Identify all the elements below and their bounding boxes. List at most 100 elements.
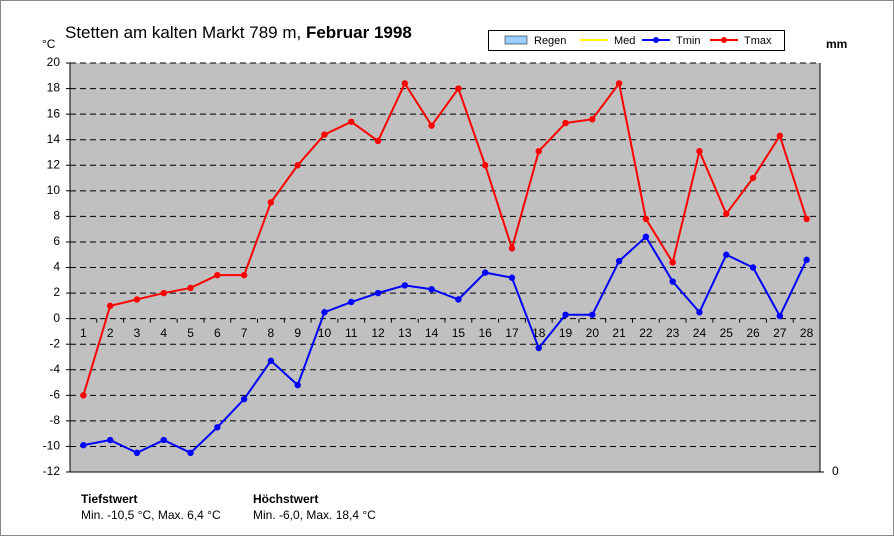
y-tick-label: 20 [47, 55, 61, 69]
x-tick-label: 12 [371, 326, 385, 340]
y-tick-label: 2 [53, 285, 60, 299]
x-tick-label: 23 [666, 326, 680, 340]
x-tick-label: 13 [398, 326, 412, 340]
legend-label: Regen [534, 35, 566, 47]
data-point [294, 162, 301, 169]
y-tick-label: 4 [53, 260, 60, 274]
title-bold: Februar 1998 [306, 23, 412, 42]
y-axis-label: °C [42, 37, 56, 51]
x-tick-label: 28 [800, 326, 814, 340]
data-point [615, 257, 623, 265]
x-tick-label: 25 [720, 326, 734, 340]
y-tick-label: 0 [53, 311, 60, 325]
data-point [749, 174, 757, 182]
y-tick-label: -6 [49, 387, 60, 401]
x-tick-label: 15 [452, 326, 466, 340]
x-tick-label: 9 [294, 326, 301, 340]
legend-label: Med [614, 35, 635, 47]
x-tick-label: 17 [505, 326, 519, 340]
x-tick-label: 16 [478, 326, 492, 340]
x-tick-label: 26 [746, 326, 760, 340]
data-point [80, 441, 87, 449]
x-tick-label: 21 [612, 326, 626, 340]
data-point [80, 392, 87, 399]
data-point [562, 311, 569, 318]
data-point [803, 215, 810, 223]
y-tick-label: -12 [43, 464, 61, 478]
data-point [723, 251, 730, 258]
y-tick-label: -8 [49, 413, 60, 427]
data-point [669, 278, 676, 285]
data-point [535, 147, 542, 155]
data-point [642, 215, 650, 223]
data-point [428, 286, 435, 293]
data-point [267, 357, 275, 365]
annotation-text: Min. -10,5 °C, Max. 6,4 °C [81, 508, 221, 522]
data-point [455, 85, 462, 92]
data-point [562, 119, 569, 127]
data-point [240, 395, 248, 403]
legend-marker [721, 37, 727, 43]
data-point [669, 259, 676, 266]
x-tick-label: 2 [107, 326, 114, 340]
data-point [187, 284, 194, 292]
x-tick-label: 20 [586, 326, 600, 340]
data-point [481, 162, 489, 169]
data-point [374, 137, 382, 145]
data-point [696, 309, 703, 316]
y-tick-label: -10 [43, 439, 61, 453]
x-tick-label: 22 [639, 326, 653, 340]
y-tick-label: 8 [53, 209, 60, 223]
data-point [321, 309, 328, 316]
y-tick-label: 6 [53, 234, 60, 248]
data-point [106, 302, 114, 310]
data-point [696, 147, 703, 155]
data-point [749, 264, 757, 271]
data-point [401, 80, 409, 87]
x-tick-label: 10 [318, 326, 332, 340]
data-point [589, 116, 596, 123]
x-tick-label: 6 [214, 326, 221, 340]
data-point [267, 199, 275, 206]
x-tick-label: 11 [345, 326, 358, 340]
series-line [83, 235, 808, 455]
data-point [428, 122, 435, 129]
data-point [508, 245, 516, 252]
data-point [535, 344, 542, 352]
data-point [133, 449, 141, 457]
legend-swatch [504, 35, 528, 45]
series-line [82, 81, 808, 396]
legend-label: Tmax [744, 35, 772, 47]
data-point [508, 274, 516, 281]
data-point [294, 381, 301, 389]
data-point [803, 256, 810, 264]
data-point [214, 271, 221, 279]
data-point [723, 210, 730, 218]
title-text: Stetten am kalten Markt 789 m, [65, 23, 301, 42]
data-point [240, 271, 248, 279]
y-tick-label: 12 [47, 157, 61, 171]
y-tick-label: 16 [47, 106, 61, 120]
data-point [455, 296, 462, 303]
x-tick-label: 27 [773, 326, 787, 340]
x-tick-label: 3 [134, 326, 141, 340]
data-point [160, 436, 167, 444]
x-tick-label: 5 [187, 326, 194, 340]
y2-tick-label: 0 [832, 464, 839, 478]
data-point [321, 131, 328, 138]
x-tick-label: 19 [559, 326, 573, 340]
x-tick-label: 8 [268, 326, 275, 340]
data-point [642, 233, 650, 241]
data-point [374, 289, 382, 297]
y-tick-label: -4 [49, 362, 60, 376]
x-tick-label: 24 [693, 326, 707, 340]
data-point [776, 312, 784, 320]
data-point [133, 296, 141, 303]
annotation-title: Höchstwert [253, 492, 318, 506]
legend-marker [653, 37, 659, 43]
x-tick-label: 18 [532, 326, 546, 340]
x-tick-label: 4 [160, 326, 167, 340]
data-point [214, 424, 221, 431]
